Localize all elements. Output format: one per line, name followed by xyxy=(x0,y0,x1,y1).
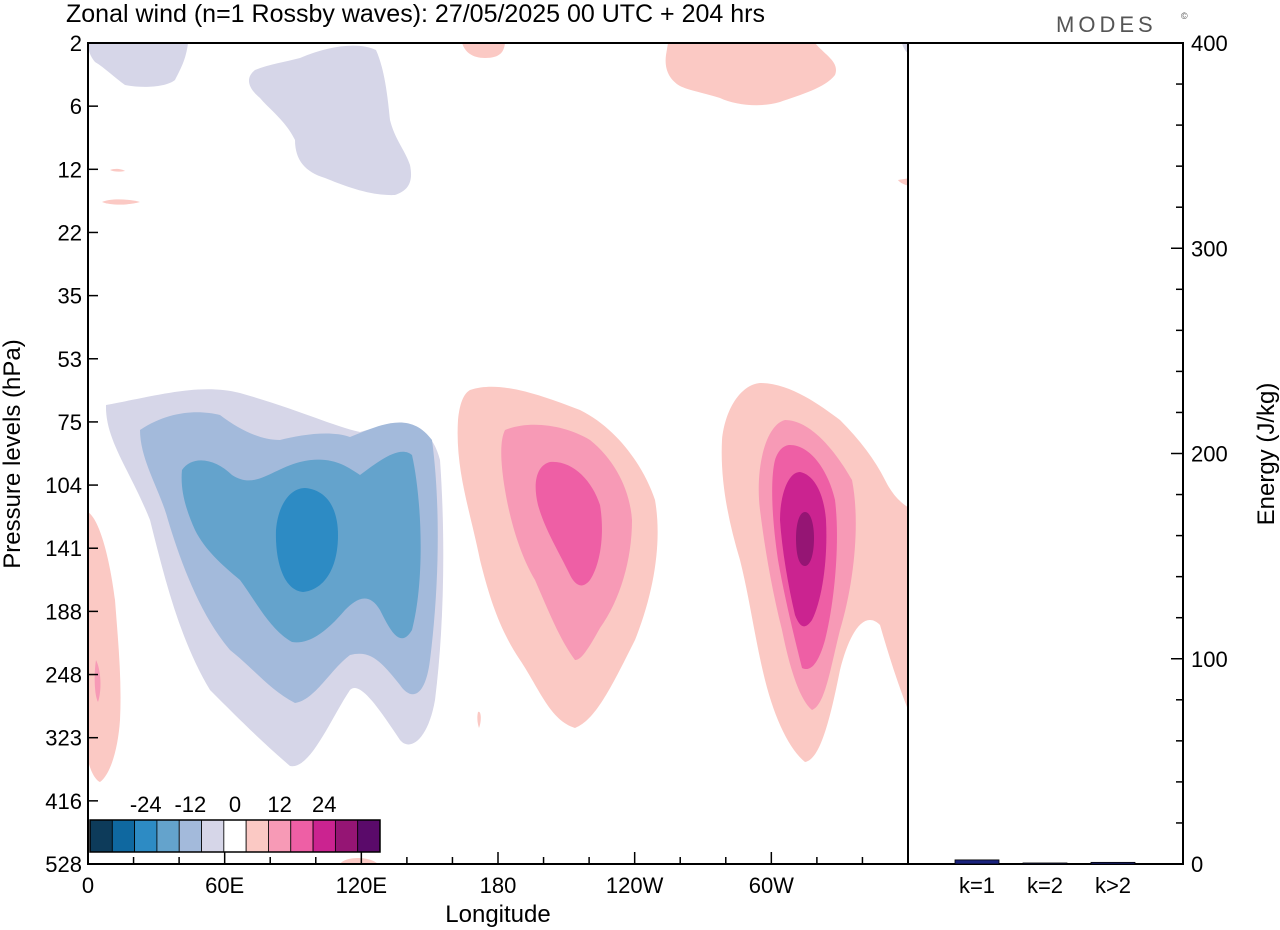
colorbar-swatch xyxy=(201,819,225,853)
colorbar: -24 -12 0 12 24 xyxy=(89,792,381,853)
energy-tick-label: 300 xyxy=(1191,236,1228,261)
y-tick-label: 248 xyxy=(45,663,82,688)
colorbar-swatch xyxy=(312,819,336,853)
y-axis-energy: 0 100 200 300 400 xyxy=(1171,31,1228,877)
energy-axis-label: Energy (J/kg) xyxy=(1253,383,1280,526)
colorbar-tick-label: -24 xyxy=(130,792,162,817)
energy-category-label: k=2 xyxy=(1027,873,1063,898)
energy-bars: k=1 k=2 k>2 xyxy=(954,859,1136,898)
x-tick-label: 180 xyxy=(480,873,517,898)
contour-left-08 xyxy=(94,660,101,702)
contour-upper-pos-c xyxy=(102,199,140,205)
y-axis-label: Pressure levels (hPa) xyxy=(0,339,26,568)
colorbar-swatch xyxy=(111,819,136,853)
chart-title: Zonal wind (n=1 Rossby waves): 27/05/202… xyxy=(66,0,765,28)
energy-tick-label: 0 xyxy=(1191,852,1203,877)
y-tick-label: 2 xyxy=(70,31,82,56)
y-tick-label: 53 xyxy=(58,347,82,372)
y-tick-label: 6 xyxy=(70,94,82,119)
contour-field xyxy=(88,43,908,864)
energy-category-label: k>2 xyxy=(1095,873,1131,898)
y-tick-label: 188 xyxy=(45,599,82,624)
y-tick-label: 416 xyxy=(45,789,82,814)
colorbar-swatch xyxy=(357,819,381,853)
logo-registered-mark: © xyxy=(1181,11,1188,21)
energy-tick-label: 400 xyxy=(1191,31,1228,56)
colorbar-swatch xyxy=(268,819,292,853)
contour-lower-pos-f xyxy=(340,858,378,864)
contour-pos1-12 xyxy=(535,461,602,586)
colorbar-swatch xyxy=(134,819,158,853)
energy-tick-label: 200 xyxy=(1191,442,1228,467)
x-tick-label: 120W xyxy=(606,873,664,898)
energy-bar xyxy=(1090,861,1136,865)
y-tick-label: 75 xyxy=(58,410,82,435)
energy-bar xyxy=(1022,862,1068,865)
x-tick-label: 60W xyxy=(749,873,794,898)
x-axis-label: Longitude xyxy=(445,901,550,928)
contour-upper-pos-e xyxy=(898,178,908,186)
modes-logo: MODES xyxy=(1056,12,1157,37)
colorbar-swatch xyxy=(245,819,269,853)
y-tick-label: 35 xyxy=(58,284,82,309)
colorbar-swatch xyxy=(290,819,314,853)
contour-left-04 xyxy=(88,512,121,782)
x-tick-label: 60E xyxy=(205,873,244,898)
contour-upper-pos-b xyxy=(462,43,505,58)
contour-lower-pos-g xyxy=(477,711,481,728)
y-tick-label: 104 xyxy=(45,473,82,498)
energy-panel-frame xyxy=(907,42,1184,865)
x-tick-label: 120E xyxy=(336,873,387,898)
contour-upper-neg-b xyxy=(248,45,412,196)
energy-tick-label: 100 xyxy=(1191,647,1228,672)
contour-neg-16 xyxy=(275,488,338,592)
colorbar-swatch xyxy=(156,819,180,853)
contour-upper-pos-a xyxy=(665,43,836,106)
colorbar-swatch xyxy=(223,819,247,853)
energy-category-label: k=1 xyxy=(959,873,995,898)
y-axis-pressure: 2 6 12 22 35 53 75 104 141 188 248 323 416 528 xyxy=(45,31,98,877)
contour-pos2-24 xyxy=(796,512,814,566)
colorbar-tick-label: 12 xyxy=(267,792,291,817)
x-axis-longitude: 0 60E 120E 180 120W 60W xyxy=(82,852,909,898)
colorbar-swatch xyxy=(334,819,359,853)
y-tick-label: 12 xyxy=(58,157,82,182)
colorbar-tick-label: 24 xyxy=(312,792,336,817)
contour-upper-neg-a xyxy=(88,43,188,87)
colorbar-tick-label: 0 xyxy=(229,792,241,817)
colorbar-swatch xyxy=(178,819,202,853)
contour-upper-neg-c xyxy=(902,43,908,54)
y-tick-label: 528 xyxy=(45,852,82,877)
colorbar-tick-label: -12 xyxy=(174,792,206,817)
y-tick-label: 22 xyxy=(58,220,82,245)
x-tick-label: 0 xyxy=(82,873,94,898)
y-tick-label: 141 xyxy=(45,536,82,561)
energy-bar xyxy=(954,859,1000,865)
y-tick-label: 323 xyxy=(45,726,82,751)
colorbar-swatch xyxy=(89,819,113,853)
contour-upper-pos-d xyxy=(110,168,125,172)
colorbar-frame xyxy=(89,819,381,853)
